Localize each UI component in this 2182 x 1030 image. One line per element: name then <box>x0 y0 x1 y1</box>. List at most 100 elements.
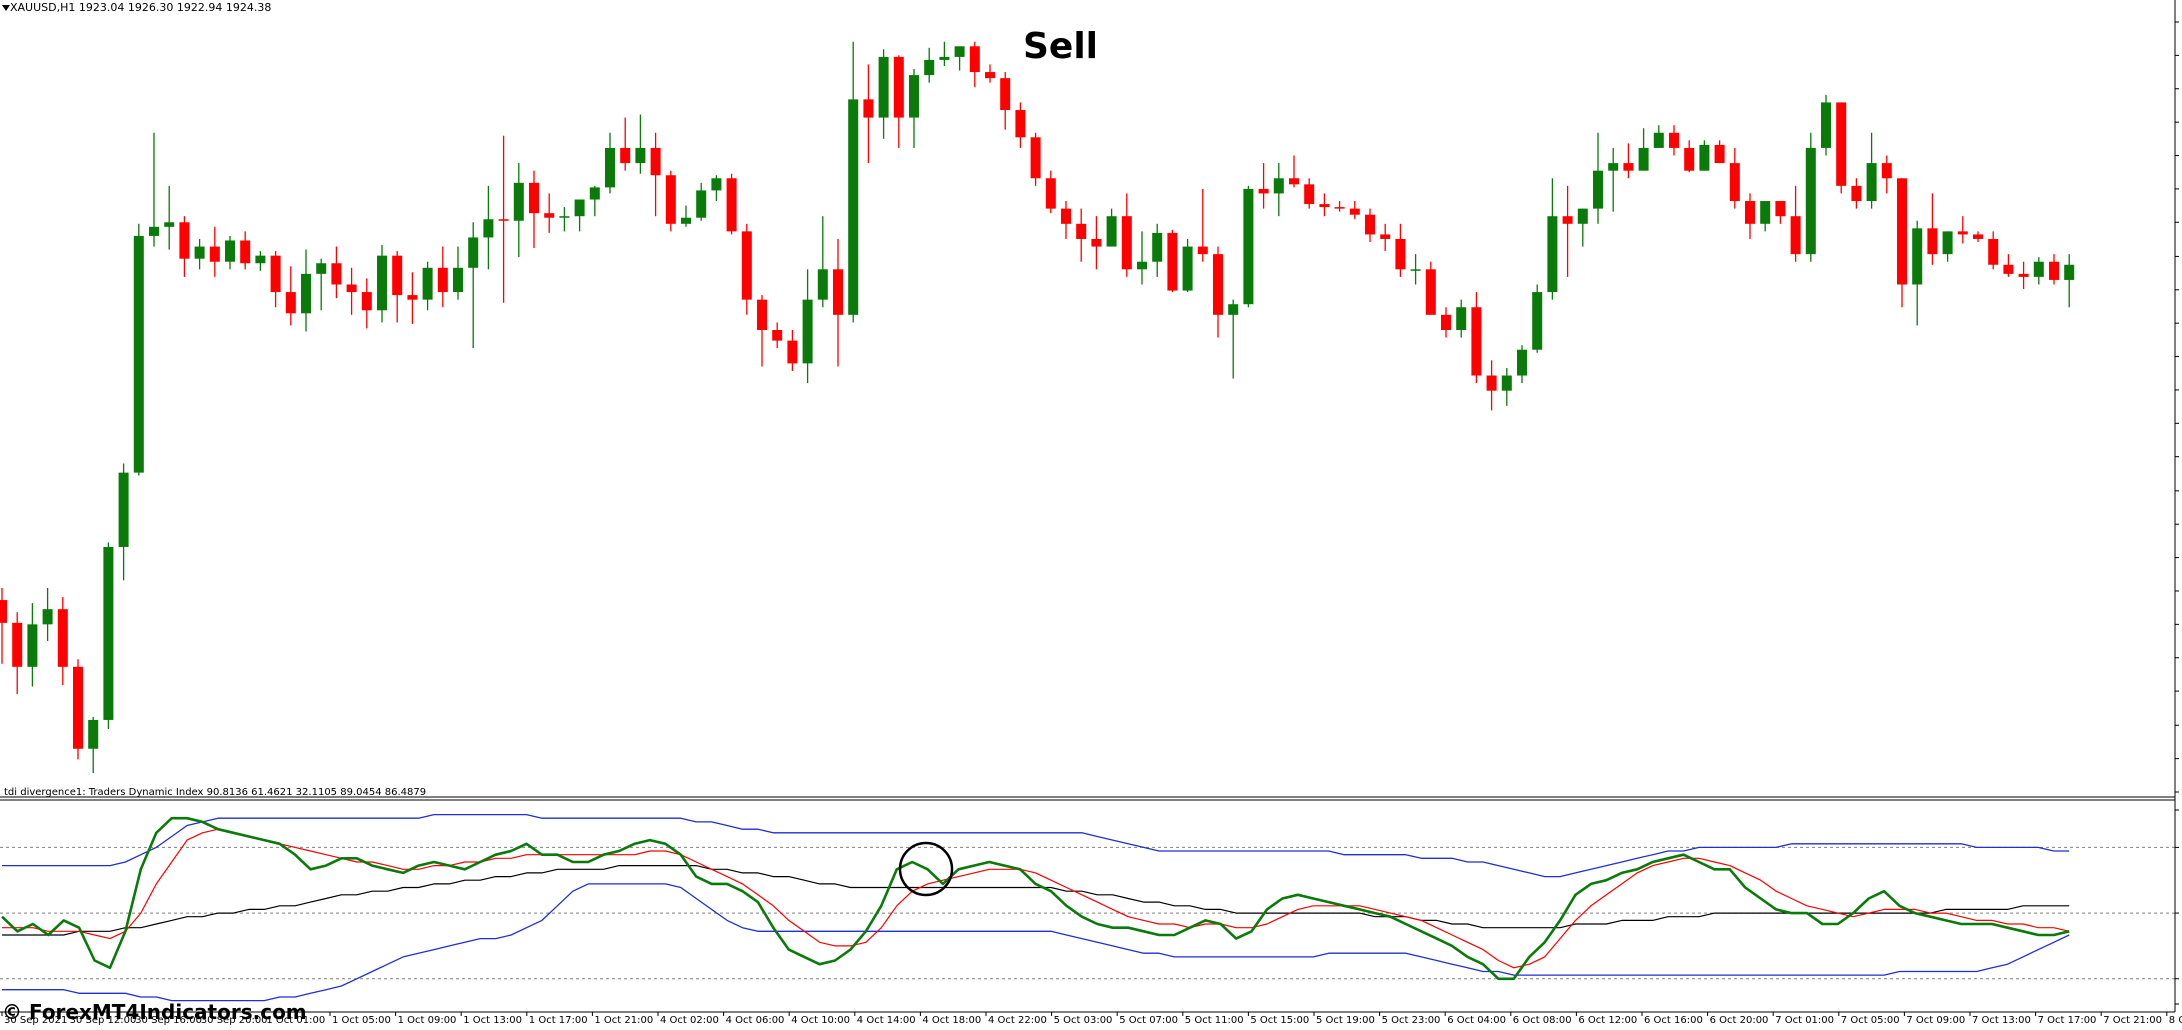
candle-body <box>361 292 372 311</box>
candle <box>939 41 950 66</box>
time-tick-label: 1 Oct 13:00 <box>463 1015 522 1026</box>
candle-body <box>878 56 889 118</box>
candle-body <box>1699 144 1710 171</box>
candle-body <box>559 216 570 218</box>
candle-body <box>453 267 463 293</box>
candle <box>833 238 843 367</box>
candle-body <box>1669 132 1679 148</box>
candle <box>1061 201 1071 239</box>
candle <box>1881 155 1892 194</box>
candle-body <box>1304 184 1315 205</box>
candle <box>1684 140 1695 173</box>
candle <box>1273 163 1284 217</box>
candle <box>27 603 38 687</box>
candle-body <box>1745 201 1755 224</box>
candle <box>1517 345 1527 384</box>
candle <box>787 330 798 371</box>
candle-body <box>1106 216 1117 247</box>
candle-body <box>848 99 859 315</box>
candle <box>589 185 600 217</box>
candle <box>407 272 418 324</box>
candle <box>1501 367 1512 406</box>
candle <box>1197 188 1208 262</box>
candle <box>1258 163 1269 209</box>
candle-body <box>1608 163 1619 171</box>
candle <box>1304 178 1315 209</box>
watermark: © ForexMT4Indicators.com <box>2 1000 307 1024</box>
candle-body <box>1577 208 1588 224</box>
candle <box>1334 201 1345 212</box>
candle <box>2064 254 2075 308</box>
candle-body <box>437 267 448 293</box>
candle <box>1243 185 1254 308</box>
candle-body <box>1881 163 1892 179</box>
candle-body <box>346 284 357 293</box>
signal-circle-icon <box>898 841 954 897</box>
candle-body <box>589 187 600 200</box>
indicator-pane[interactable] <box>0 813 2175 1002</box>
candle-body <box>909 75 919 118</box>
candle <box>1714 140 1725 164</box>
candle-body <box>1061 208 1071 224</box>
candle-body <box>179 222 190 259</box>
price-axis: 1771.901769.701767.501765.301763.101760.… <box>2175 21 2179 793</box>
candle <box>1897 178 1907 308</box>
candle-body <box>1471 307 1482 376</box>
candle-body <box>1897 178 1907 285</box>
candle <box>2003 254 2014 277</box>
candle <box>57 597 68 686</box>
candle <box>1805 132 1816 262</box>
candle-body <box>1015 110 1026 138</box>
triangle-down-icon[interactable] <box>2 5 10 11</box>
time-tick-label: 7 Oct 21:00 <box>2103 1015 2162 1026</box>
candle <box>1638 128 1649 171</box>
time-tick-label: 5 Oct 07:00 <box>1119 1015 1178 1026</box>
time-tick-label: 7 Oct 05:00 <box>1841 1015 1900 1026</box>
candle <box>1456 299 1467 338</box>
candle-body <box>1228 304 1239 315</box>
candle-body <box>240 240 251 264</box>
candle-body <box>1760 201 1771 224</box>
candle-body <box>1866 163 1877 202</box>
upper-band-line <box>2 813 2070 878</box>
candle <box>635 114 646 174</box>
candle <box>2033 257 2044 285</box>
candle-body <box>285 292 296 314</box>
candle-body <box>893 56 904 118</box>
candle-body <box>757 299 767 330</box>
time-tick-label: 1 Oct 01:00 <box>266 1015 325 1026</box>
time-tick-label: 1 Oct 17:00 <box>529 1015 588 1026</box>
candle <box>12 612 23 695</box>
symbol-title: XAUUSD,H1 1923.04 1926.30 1922.94 1924.3… <box>10 1 272 14</box>
candle <box>1365 208 1375 242</box>
candle <box>650 132 661 217</box>
candle <box>1045 170 1056 214</box>
candle <box>1699 140 1710 171</box>
time-tick-label: 4 Oct 22:00 <box>988 1015 1047 1026</box>
candle <box>1851 178 1862 209</box>
candle <box>696 182 707 221</box>
candle <box>2018 261 2029 290</box>
candle <box>1836 102 1847 194</box>
candle-body <box>1562 216 1573 224</box>
candle-body <box>27 624 38 667</box>
candle <box>1547 178 1558 300</box>
candle <box>1669 125 1679 156</box>
time-tick-label: 8 Oct 02:00 <box>2169 1015 2182 1026</box>
candle <box>1957 216 1968 244</box>
candle-body <box>711 178 722 191</box>
candle-body <box>1942 231 1953 255</box>
candle <box>757 295 767 367</box>
time-tick-label: 6 Oct 08:00 <box>1513 1015 1572 1026</box>
sell-label: Sell <box>1023 26 1099 67</box>
candle-body <box>2064 264 2075 280</box>
candle <box>726 173 737 235</box>
candle-body <box>1152 232 1163 262</box>
time-tick-label: 4 Oct 10:00 <box>791 1015 850 1026</box>
time-tick-label: 7 Oct 01:00 <box>1775 1015 1834 1026</box>
price-pane[interactable] <box>0 41 2075 774</box>
candle <box>741 223 752 315</box>
